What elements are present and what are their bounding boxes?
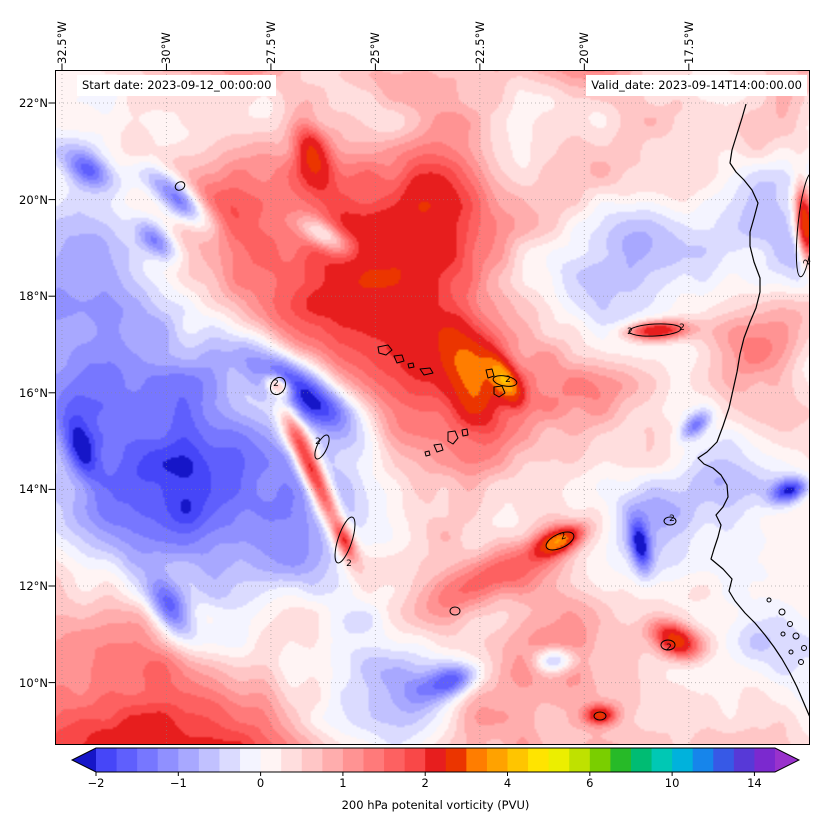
colorbar-tick-label: 14	[747, 776, 762, 790]
x-axis-tick-label: 27.5°W	[263, 21, 278, 64]
colorbar-under-arrow	[72, 748, 96, 772]
colorbar-segment	[384, 748, 406, 772]
colorbar-tick-label: 2	[421, 776, 429, 790]
valid-date-label: Valid_date: 2023-09-14T14:00:00.00	[586, 75, 807, 96]
colorbar-segment	[116, 748, 138, 772]
colorbar-segment	[569, 748, 591, 772]
colorbar-segment	[445, 748, 467, 772]
x-axis-tick-label: 22.5°W	[472, 21, 487, 64]
colorbar-tick-label: 10	[664, 776, 680, 790]
y-axis-tick-label: 10°N	[19, 675, 48, 690]
colorbar-segment	[528, 748, 550, 772]
colorbar-tick-label: 0	[256, 776, 265, 790]
colorbar-segment	[754, 748, 776, 772]
colorbar-over-arrow	[775, 748, 799, 772]
colorbar-tick-label: −1	[169, 776, 187, 790]
colorbar-tick-label: −2	[87, 776, 105, 790]
colorbar-segment	[178, 748, 200, 772]
colorbar-segment	[507, 748, 529, 772]
colorbar-segment	[651, 748, 673, 772]
colorbar-segment	[425, 748, 447, 772]
colorbar	[70, 747, 801, 776]
colorbar-segment	[157, 748, 179, 772]
x-axis-tick-label: 25°W	[368, 32, 383, 64]
colorbar-segment	[342, 748, 365, 772]
colorbar-segment	[281, 748, 303, 772]
colorbar-segment	[322, 748, 344, 772]
colorbar-segment	[96, 748, 118, 772]
y-axis-tick-label: 12°N	[19, 578, 48, 593]
start-date-label: Start date: 2023-09-12_00:00:00	[77, 75, 277, 96]
colorbar-segment	[137, 748, 159, 772]
colorbar-segment	[610, 748, 632, 772]
x-axis-tick-label: 32.5°W	[54, 21, 69, 64]
colorbar-segment	[260, 748, 282, 772]
x-axis-tick-label: 30°W	[159, 32, 174, 64]
colorbar-segment	[198, 748, 221, 772]
colorbar-segment	[733, 748, 756, 772]
colorbar-segment	[672, 748, 694, 772]
colorbar-segment	[548, 748, 570, 772]
colorbar-segment	[404, 748, 426, 772]
colorbar-outline	[70, 747, 801, 773]
colorbar-segment	[589, 748, 611, 772]
pv-field-canvas	[55, 70, 810, 745]
colorbar-segment	[692, 748, 714, 772]
x-axis-tick-label: 17.5°W	[681, 21, 696, 64]
x-axis-tick-label: 20°W	[577, 32, 592, 64]
colorbar-segment	[630, 748, 653, 772]
colorbar-tick-label: 4	[503, 776, 512, 790]
y-axis-tick-label: 22°N	[19, 95, 48, 110]
colorbar-segment	[240, 748, 262, 772]
colorbar-tick-label: 1	[339, 776, 347, 790]
colorbar-title: 200 hPa potenital vorticity (PVU)	[341, 798, 530, 812]
y-axis-tick-label: 16°N	[19, 385, 48, 400]
colorbar-tick-label: 6	[586, 776, 594, 790]
colorbar-segment	[363, 748, 385, 772]
colorbar-segment	[301, 748, 323, 772]
y-axis-tick-label: 18°N	[19, 289, 48, 304]
colorbar-segment	[486, 748, 509, 772]
y-axis-tick-label: 14°N	[19, 482, 48, 497]
colorbar-segment	[466, 748, 488, 772]
colorbar-segment	[713, 748, 735, 772]
colorbar-segment	[219, 748, 241, 772]
y-axis-tick-label: 20°N	[19, 192, 48, 207]
